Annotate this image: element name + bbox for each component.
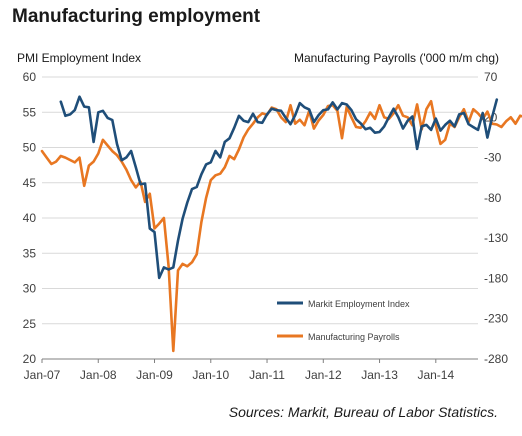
x-tick-label: Jan-07 <box>24 368 61 382</box>
x-tick-label: Jan-11 <box>249 368 285 382</box>
series-line-payrolls <box>40 99 522 353</box>
y-right-tick-label: -180 <box>484 271 508 285</box>
y-right-tick-label: -130 <box>484 231 508 245</box>
y-left-tick-label: 50 <box>23 141 37 155</box>
y-left-tick-label: 35 <box>23 246 37 260</box>
chart-title: Manufacturing employment <box>12 6 261 27</box>
y-right-tick-label: -30 <box>484 151 502 165</box>
left-axis-title: PMI Employment Index <box>17 51 142 65</box>
series-line-pmi <box>59 95 499 280</box>
x-tick-label: Jan-13 <box>361 368 398 382</box>
gridlines <box>42 76 478 325</box>
legend-label-payrolls: Manufacturing Payrolls <box>308 332 400 342</box>
legend: Markit Employment Index Manufacturing Pa… <box>277 299 410 342</box>
y-right-tick-label: -230 <box>484 312 508 326</box>
y-left-tick-label: 20 <box>23 352 37 366</box>
x-tick-label: Jan-08 <box>80 368 117 382</box>
y-left-tick-label: 55 <box>23 105 37 119</box>
y-left-tick-label: 60 <box>23 70 37 84</box>
y-left-tick-label: 25 <box>23 317 37 331</box>
y-right-tick-label: 70 <box>484 70 498 84</box>
right-axis-title: Manufacturing Payrolls ('000 m/m chg) <box>293 51 499 65</box>
y-left-tick-label: 45 <box>23 176 37 190</box>
series-lines <box>40 95 522 353</box>
y-left-tick-label: 30 <box>23 282 37 296</box>
x-tick-label: Jan-12 <box>305 368 342 382</box>
y-left-tick-label: 40 <box>23 211 37 225</box>
y-right-tick-label: -80 <box>484 191 502 205</box>
x-tick-label: Jan-09 <box>136 368 173 382</box>
legend-label-pmi: Markit Employment Index <box>308 299 410 309</box>
x-tick-label: Jan-10 <box>192 368 229 382</box>
source-note: Sources: Markit, Bureau of Labor Statist… <box>228 404 498 420</box>
y-right-tick-label: -280 <box>484 352 508 366</box>
x-tick-label: Jan-14 <box>417 368 454 382</box>
